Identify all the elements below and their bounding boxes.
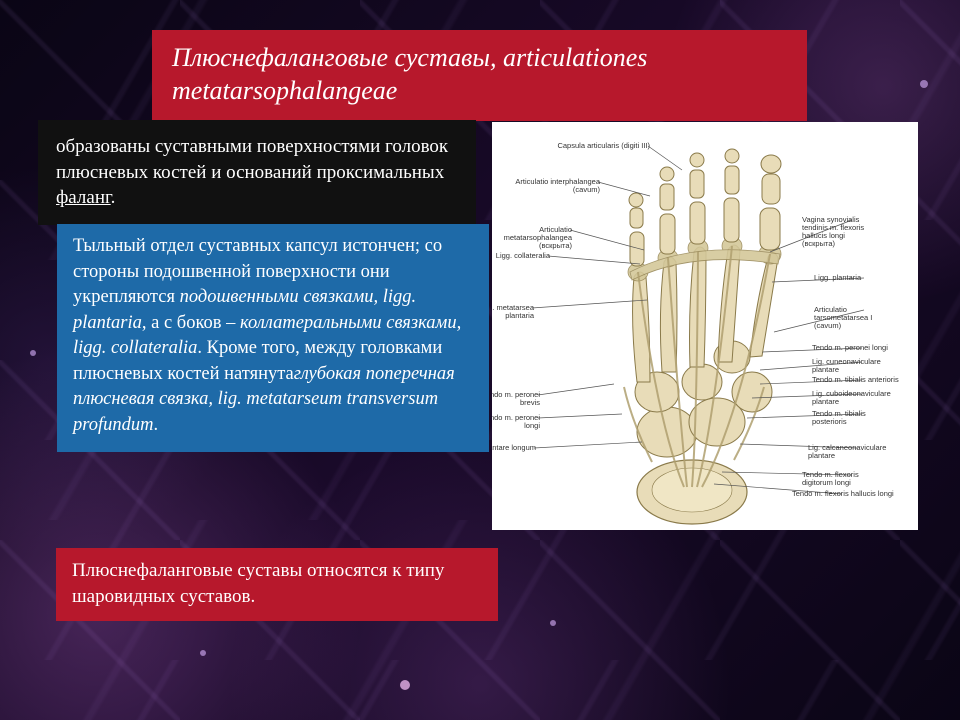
svg-text:plantare: plantare <box>812 365 839 374</box>
svg-text:plantare: plantare <box>812 397 839 406</box>
svg-text:Tendo m. flexoris hallucis lon: Tendo m. flexoris hallucis longi <box>792 489 894 498</box>
svg-text:(вскрыта): (вскрыта) <box>802 239 836 248</box>
svg-text:Lig. plantare longum: Lig. plantare longum <box>492 443 536 452</box>
svg-text:(вскрыта): (вскрыта) <box>539 241 573 250</box>
svg-text:Capsula articularis (digiti II: Capsula articularis (digiti III) <box>557 141 650 150</box>
svg-text:plantaria: plantaria <box>505 311 535 320</box>
foot-anatomy-figure: Ligg. collateraliaLigg. metatarseaplanta… <box>492 122 918 530</box>
foot-svg: Ligg. collateraliaLigg. metatarseaplanta… <box>492 122 918 530</box>
svg-text:brevis: brevis <box>520 398 540 407</box>
svg-text:Ligg. plantaria: Ligg. plantaria <box>814 273 862 282</box>
bg-dot <box>200 650 206 656</box>
bg-dot <box>550 620 556 626</box>
svg-text:longi: longi <box>524 421 540 430</box>
main-text-box: Тыльный отдел суставных капсул истончен;… <box>57 224 489 452</box>
bg-dot <box>920 80 928 88</box>
svg-text:Tendo m. peronei longi: Tendo m. peronei longi <box>812 343 888 352</box>
bg-dot <box>400 680 410 690</box>
intro-text-box: образованы суставными поверхностями голо… <box>38 120 476 225</box>
svg-text:(cavum): (cavum) <box>573 185 601 194</box>
svg-text:Ligg. collateralia: Ligg. collateralia <box>496 251 551 260</box>
slide-title: Плюснефаланговые суставы, articulationes… <box>152 30 807 121</box>
summary-text-box: Плюснефаланговые суставы относятся к тип… <box>56 548 498 621</box>
svg-text:(cavum): (cavum) <box>814 321 842 330</box>
svg-text:posterioris: posterioris <box>812 417 847 426</box>
svg-text:digitorum longi: digitorum longi <box>802 478 851 487</box>
svg-text:plantare: plantare <box>808 451 835 460</box>
bg-dot <box>30 350 36 356</box>
svg-text:Tendo m. tibialis anterioris: Tendo m. tibialis anterioris <box>812 375 899 384</box>
